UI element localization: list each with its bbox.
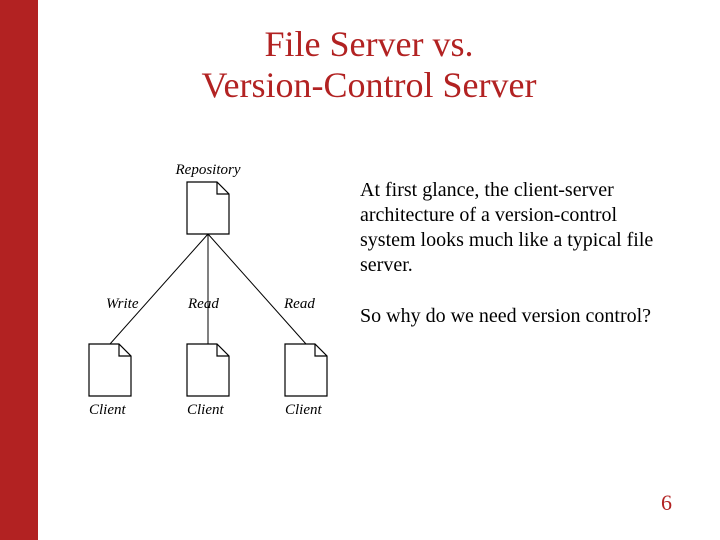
body-text: At first glance, the client-server archi…	[360, 178, 670, 355]
title-line-2: Version-Control Server	[202, 65, 537, 105]
body-paragraph-1: At first glance, the client-server archi…	[360, 178, 670, 278]
file-icon	[187, 344, 229, 396]
diagram-edge-label: Read	[283, 296, 315, 312]
diagram-node-label: Repository	[175, 162, 241, 178]
file-icon	[89, 344, 131, 396]
file-icon	[187, 182, 229, 234]
left-accent-bar	[0, 0, 38, 540]
file-icon	[285, 344, 327, 396]
diagram-node-label: Client	[285, 402, 322, 418]
diagram-node-label: Client	[89, 402, 126, 418]
diagram-node-label: Client	[187, 402, 224, 418]
diagram-edge-label: Write	[106, 296, 139, 312]
repository-client-diagram: Write Read Read Repository Client Client Clien…	[58, 160, 358, 440]
diagram-edge-label: Read	[187, 296, 219, 312]
diagram-edge	[110, 234, 208, 344]
diagram-edge	[208, 234, 306, 344]
page-number: 6	[661, 490, 672, 516]
slide-title: File Server vs. Version-Control Server	[38, 24, 700, 107]
body-paragraph-2: So why do we need version control?	[360, 304, 670, 329]
slide: File Server vs. Version-Control Server W…	[0, 0, 720, 540]
title-line-1: File Server vs.	[265, 24, 474, 64]
